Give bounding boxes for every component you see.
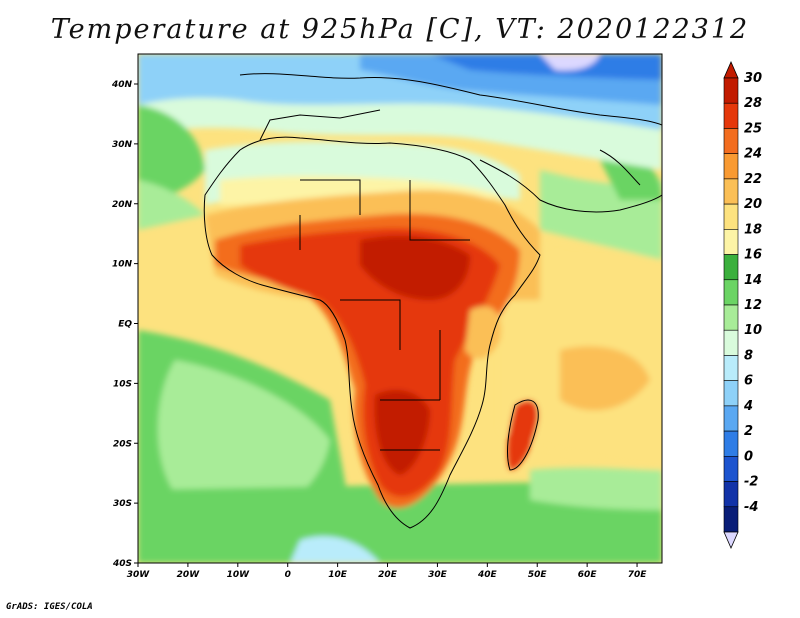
lat-tick-label: EQ (118, 320, 132, 330)
lat-tick-label: 30S (113, 499, 132, 509)
lon-tick-label: 60E (578, 570, 598, 580)
lat-tick-label: 20N (112, 200, 133, 210)
map-title: Temperature at 925hPa [C], VT: 202012231… (50, 14, 750, 45)
colorbar-swatch (723, 254, 739, 281)
lat-tick-label: 30N (112, 140, 133, 150)
colorbar-swatch (723, 405, 739, 432)
temperature-field (138, 54, 662, 563)
lat-tick-label: 40N (111, 80, 133, 90)
latitude-axis: 40N 30N 20N 10N EQ 10S 20S 30S 40S (111, 80, 138, 569)
colorbar-swatch (723, 77, 739, 104)
colorbar-swatch (723, 229, 739, 255)
colorbar-swatch (723, 329, 739, 356)
colorbar-swatch (723, 128, 739, 154)
colorbar-swatch (723, 102, 739, 129)
colorbar-label: 0 (744, 449, 753, 464)
colorbar-label: 20 (744, 197, 762, 212)
lon-tick-label: 10E (328, 570, 348, 580)
colorbar-swatch (723, 178, 739, 205)
lon-tick-label: 70E (628, 570, 648, 580)
colorbar-label: 24 (744, 147, 762, 162)
colorbar-label: -4 (744, 500, 758, 515)
colorbar-label: 28 (744, 96, 762, 111)
colorbar-label: 18 (744, 222, 762, 237)
lat-tick-label: 40S (112, 559, 132, 569)
lon-tick-label: 10W (227, 570, 251, 580)
colorbar-label: 25 (744, 121, 762, 136)
lon-tick-label: 30W (127, 570, 151, 580)
colorbar-swatch (723, 153, 739, 180)
colorbar-label: -2 (744, 475, 758, 490)
lon-tick-label: 30E (428, 570, 448, 580)
colorbar-top-cap (723, 61, 739, 79)
lon-tick-label: 20E (378, 570, 398, 580)
colorbar-label: 30 (744, 71, 762, 86)
colorbar-label: 10 (744, 323, 762, 338)
coastlines (203, 73, 662, 529)
colorbar-label: 4 (743, 399, 753, 414)
colorbar-label: 14 (744, 273, 762, 288)
plot-frame (137, 53, 663, 564)
lon-tick-label: 20W (177, 570, 201, 580)
lon-tick-label: 40E (477, 570, 498, 580)
credit-label: GrADS: IGES/COLA (6, 602, 93, 612)
lon-tick-label: 50E (528, 570, 548, 580)
colorbar-label: 16 (744, 248, 762, 263)
colorbar-swatch (723, 203, 739, 230)
lat-tick-label: 10S (113, 379, 132, 389)
colorbar-label: 6 (744, 374, 753, 389)
colorbar-swatch (723, 430, 739, 457)
colorbar-swatch (723, 304, 739, 331)
colorbar-swatch (723, 481, 739, 508)
colorbar-swatch (723, 506, 739, 533)
colorbar-bottom-cap (723, 531, 739, 549)
colorbar-swatch (723, 279, 739, 306)
lat-tick-label: 10N (112, 260, 133, 270)
lat-tick-label: 20S (113, 439, 132, 449)
colorbar-label: 2 (744, 424, 753, 439)
lon-tick-label: 0 (285, 570, 291, 580)
colorbar-label: 12 (744, 298, 762, 313)
colorbar-swatch (723, 380, 739, 407)
colorbar-swatch (723, 355, 739, 381)
longitude-axis: 30W 20W 10W 0 10E 20E 30E 40E 50E 60E 70E (127, 563, 647, 580)
colorbar-swatch (723, 456, 739, 482)
colorbar-label: 22 (744, 172, 762, 187)
colorbar-label: 8 (744, 348, 753, 363)
